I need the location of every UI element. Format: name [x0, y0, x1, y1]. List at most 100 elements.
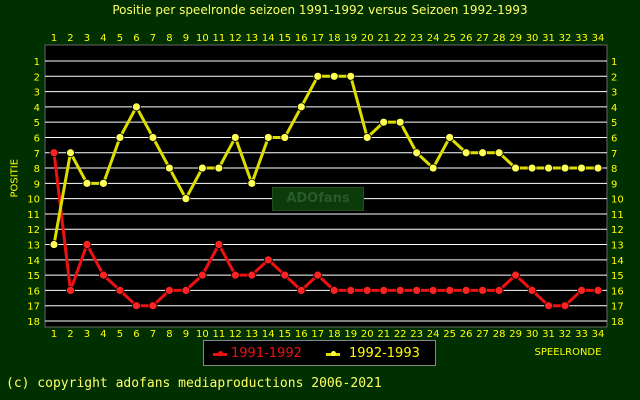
x-tick-bottom-7: 7: [150, 329, 156, 340]
y-axis-label: POSITIE: [9, 158, 21, 198]
series-1991-1992-point-26: [461, 286, 471, 295]
legend-label-1992: 1992-1993: [349, 346, 420, 361]
x-tick-bottom-4: 4: [100, 329, 106, 340]
y-tick-right-6: 6: [611, 133, 617, 144]
series-1991-1992-point-12: [230, 270, 240, 280]
y-tick-left-17: 17: [27, 302, 40, 313]
y-tick-right-18: 18: [611, 317, 624, 328]
x-tick-top-13: 13: [245, 33, 258, 44]
y-tick-right-9: 9: [611, 179, 617, 190]
series-1991-1992-point-32: [560, 301, 570, 311]
y-tick-right-5: 5: [611, 118, 617, 129]
series-1991-1992-point-24: [428, 286, 438, 295]
copyright-footer: (c) copyright adofans mediaproductions 2…: [6, 376, 382, 391]
y-tick-left-3: 3: [34, 88, 40, 99]
x-tick-top-31: 31: [542, 33, 555, 44]
y-tick-right-14: 14: [611, 256, 624, 267]
series-1991-1992-point-15: [280, 270, 290, 280]
series-1991-1992-point-5: [115, 286, 125, 295]
series-1992-1993-point-15: [280, 133, 290, 142]
series-1992-1993-point-4: [99, 178, 108, 188]
x-tick-top-29: 29: [509, 33, 522, 44]
x-tick-top-28: 28: [493, 33, 506, 44]
series-1992-1993-point-20: [362, 133, 372, 142]
x-tick-bottom-25: 25: [443, 329, 456, 340]
y-tick-left-1: 1: [34, 57, 40, 68]
y-tick-left-8: 8: [34, 164, 40, 175]
y-tick-right-17: 17: [611, 302, 624, 313]
series-1991-1992-point-22: [395, 286, 405, 295]
series-1992-1993-point-16: [296, 102, 306, 112]
x-tick-bottom-24: 24: [427, 329, 440, 340]
x-axis-label: SPEELRONDE: [534, 347, 602, 358]
series-1992-1993-point-8: [164, 163, 174, 173]
series-1992-1993-point-9: [181, 194, 191, 204]
x-tick-bottom-10: 10: [196, 329, 209, 340]
series-1991-1992-point-4: [99, 270, 108, 280]
series-1992-1993-point-18: [329, 71, 339, 81]
x-tick-bottom-26: 26: [460, 329, 473, 340]
x-tick-top-33: 33: [575, 33, 588, 44]
y-tick-left-13: 13: [27, 241, 40, 252]
x-tick-bottom-18: 18: [328, 329, 341, 340]
x-tick-top-27: 27: [476, 33, 489, 44]
x-tick-bottom-27: 27: [476, 329, 489, 340]
series-1991-1992-point-7: [148, 301, 158, 311]
series-1991-1992-point-2: [66, 286, 75, 295]
x-tick-bottom-29: 29: [509, 329, 522, 340]
x-tick-top-4: 4: [100, 33, 106, 44]
x-tick-top-30: 30: [526, 33, 539, 44]
series-1992-1993-point-13: [247, 178, 257, 188]
x-tick-bottom-16: 16: [295, 329, 308, 340]
y-tick-left-10: 10: [27, 195, 40, 206]
x-tick-top-10: 10: [196, 33, 209, 44]
x-tick-top-3: 3: [84, 33, 90, 44]
series-1992-1993-point-24: [428, 163, 438, 173]
y-tick-right-12: 12: [611, 225, 624, 236]
series-1992-1993-line: [52, 74, 598, 245]
series-1991-1992-point-9: [181, 286, 191, 295]
x-tick-top-14: 14: [262, 33, 275, 44]
x-tick-bottom-28: 28: [493, 329, 506, 340]
series-1991-1992-point-25: [445, 286, 455, 295]
x-tick-top-24: 24: [427, 33, 440, 44]
x-tick-bottom-21: 21: [377, 329, 390, 340]
series-1991-1992-point-28: [494, 286, 504, 295]
series-1992-1993-point-14: [263, 133, 273, 142]
x-tick-top-34: 34: [592, 33, 605, 44]
y-tick-right-7: 7: [611, 149, 617, 160]
x-tick-top-23: 23: [410, 33, 423, 44]
x-tick-top-26: 26: [460, 33, 473, 44]
y-tick-right-3: 3: [611, 88, 617, 99]
x-tick-top-11: 11: [212, 33, 225, 44]
x-tick-top-25: 25: [443, 33, 456, 44]
y-tick-left-4: 4: [34, 103, 40, 114]
series-1991-1992-point-11: [214, 240, 224, 249]
series-1991-1992-point-16: [296, 286, 306, 295]
series-1992-1993-point-29: [511, 163, 520, 173]
y-tick-left-6: 6: [34, 133, 40, 144]
series-1992-1993-point-19: [346, 71, 356, 81]
x-tick-bottom-14: 14: [262, 329, 275, 340]
x-tick-top-17: 17: [311, 33, 324, 44]
y-tick-right-2: 2: [611, 72, 617, 83]
y-tick-right-10: 10: [611, 195, 624, 206]
x-tick-bottom-23: 23: [410, 329, 423, 340]
series-1992-1993-point-27: [478, 148, 488, 158]
y-tick-right-11: 11: [611, 210, 624, 221]
x-tick-bottom-31: 31: [542, 329, 555, 340]
series-1992-1993-point-21: [379, 117, 389, 127]
legend-marker-1991: [218, 351, 223, 356]
series-1992-1993-point-26: [461, 148, 471, 158]
x-tick-bottom-15: 15: [278, 329, 291, 340]
series-1991-1992-point-3: [82, 240, 92, 249]
series-1992-1993-point-31: [544, 163, 553, 173]
series-1992-1993-point-10: [197, 163, 207, 173]
x-tick-top-16: 16: [295, 33, 308, 44]
x-tick-bottom-17: 17: [311, 329, 324, 340]
x-tick-top-21: 21: [377, 33, 390, 44]
series-1992-1993-point-1: [49, 240, 59, 249]
series-1991-1992-point-23: [412, 286, 422, 295]
